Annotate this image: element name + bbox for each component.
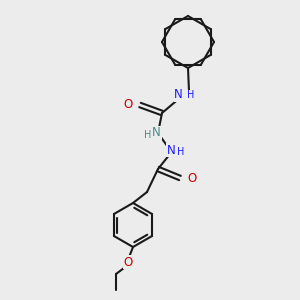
Text: O: O bbox=[123, 256, 133, 268]
Text: H: H bbox=[177, 147, 184, 157]
Text: N: N bbox=[167, 143, 176, 157]
Text: H: H bbox=[144, 130, 151, 140]
Text: N: N bbox=[152, 127, 161, 140]
Text: H: H bbox=[187, 90, 194, 100]
Text: O: O bbox=[124, 98, 133, 112]
Text: O: O bbox=[187, 172, 196, 184]
Text: N: N bbox=[174, 88, 183, 101]
